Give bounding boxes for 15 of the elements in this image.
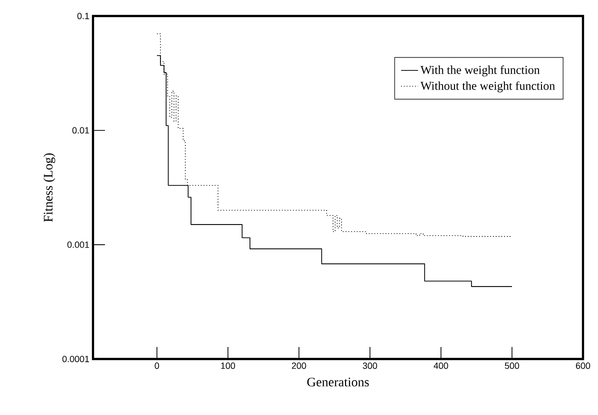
y-tick-label: 0.1 <box>77 12 90 20</box>
x-tick-label: 100 <box>221 362 236 369</box>
x-tick-label: 500 <box>504 362 520 369</box>
y-tick-label: 0.01 <box>72 127 90 134</box>
x-tick-label: 400 <box>434 362 448 369</box>
y-tick-label: 0.001 <box>67 241 90 248</box>
x-tick-label: 0 <box>154 362 160 369</box>
x-axis-title: Generations <box>307 378 369 386</box>
x-tick-label: 600 <box>576 362 590 369</box>
legend-label: With the weight function <box>420 65 540 76</box>
legend-label: Without the weight function <box>420 81 555 92</box>
x-tick-label: 300 <box>362 362 378 369</box>
x-tick-label: 200 <box>292 362 306 369</box>
y-tick-label: 0.0001 <box>62 356 90 362</box>
y-axis-title: Fitness (Log) <box>43 153 56 222</box>
